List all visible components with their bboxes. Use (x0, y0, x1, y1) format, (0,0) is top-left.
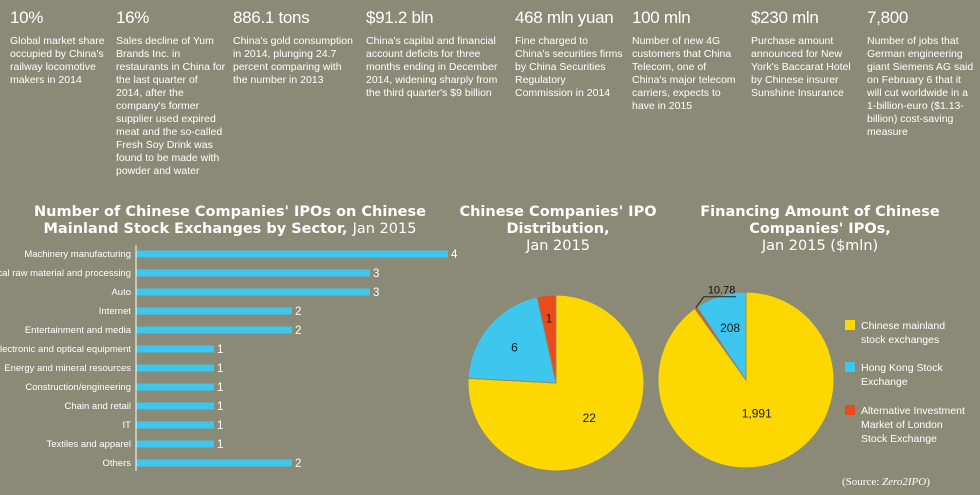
pie1-title-date: Jan 2015 (526, 238, 590, 254)
stat-value: 16% (116, 8, 150, 27)
stat-value: 468 mln yuan (515, 8, 614, 27)
bar (136, 307, 292, 315)
bar (136, 383, 214, 391)
bar-category-label: Internet (99, 306, 132, 317)
stat-description: Sales decline of Yum Brands Inc. in rest… (116, 35, 226, 177)
bar-category-label: IT (123, 420, 132, 431)
stat-block: 886.1 tons China's gold consumption in 2… (233, 8, 355, 87)
pie-slice (467, 296, 557, 384)
bar-category-label: Entertainment and media (25, 325, 132, 336)
pie1-title-main: Chinese Companies' IPO Distribution, (459, 204, 657, 237)
stat-block: $230 mln Purchase amount announced for N… (751, 8, 859, 100)
bar-value-label: 3 (373, 287, 379, 299)
bar (136, 440, 214, 448)
source-prefix: (Source: (842, 476, 883, 488)
stat-description: Global market share occupied by China's … (10, 35, 105, 86)
pie-callout-line (695, 296, 705, 309)
stat-value: 886.1 tons (233, 8, 310, 27)
bar-category-label: Textiles and apparel (47, 439, 132, 450)
bar (136, 326, 292, 334)
legend-swatch (845, 362, 855, 372)
pie2-title-main: Financing Amount of Chinese Companies' I… (700, 204, 940, 237)
legend-swatch (845, 320, 855, 330)
stat-value: 100 mln (632, 8, 691, 27)
stat-block: 468 mln yuan Fine charged to China's sec… (515, 8, 623, 100)
bar (136, 288, 370, 296)
pie2-title: Financing Amount of Chinese Companies' I… (690, 204, 950, 255)
bar-chart-title-date: Jan 2015 (352, 221, 417, 237)
source-name: Zero2IPO (882, 476, 927, 488)
bar-category-label: Electronic and optical equipment (0, 344, 131, 355)
stat-block: 16% Sales decline of Yum Brands Inc. in … (116, 8, 226, 178)
stat-value: $230 mln (751, 8, 819, 27)
bar-value-label: 2 (295, 325, 301, 337)
bar-value-label: 1 (217, 439, 223, 451)
pie2-title-date: Jan 2015 ($mln) (761, 238, 879, 254)
bar (136, 364, 214, 372)
pie-slice (536, 294, 557, 384)
stat-description: China's capital and financial account de… (366, 35, 498, 99)
legend-swatch (845, 405, 855, 415)
bar (136, 402, 214, 410)
legend-label: Hong Kong Stock Exchange (861, 362, 943, 388)
stat-value: 7,800 (867, 8, 909, 27)
bar (136, 269, 370, 277)
source-suffix: ) (926, 476, 930, 488)
stat-description: Number of new 4G customers that China Te… (632, 35, 736, 112)
pie1-title: Chinese Companies' IPO Distribution, Jan… (458, 204, 658, 255)
bar-category-label: Chemical raw material and processing (0, 268, 131, 279)
bar-value-label: 1 (217, 420, 223, 432)
bar-category-label: Others (102, 458, 131, 469)
stat-description: Fine charged to China's securities firms… (515, 35, 623, 99)
bar (136, 345, 214, 353)
bar-value-label: 4 (451, 249, 458, 261)
bar-value-label: 1 (217, 401, 223, 413)
stat-value: $91.2 bln (366, 8, 434, 27)
bar-category-label: Energy and mineral resources (4, 363, 131, 374)
stat-description: Purchase amount announced for New York's… (751, 35, 851, 99)
pie-value-label: 208 (720, 321, 740, 335)
bar-chart-title-main: Number of Chinese Companies' IPOs on Chi… (34, 204, 426, 237)
legend-label: Alternative Investment Market of London St… (861, 405, 965, 445)
pie-value-label: 1 (546, 311, 553, 325)
bar-value-label: 2 (295, 458, 301, 470)
stat-description: Number of jobs that German engineering g… (867, 35, 974, 138)
bar-category-label: Auto (111, 287, 131, 298)
pie-value-label: 6 (511, 341, 518, 355)
source-note: (Source: Zero2IPO) (842, 476, 930, 488)
stat-block: 7,800 Number of jobs that German enginee… (867, 8, 975, 139)
bar (136, 421, 214, 429)
bar-value-label: 1 (217, 363, 223, 375)
stat-block: 10% Global market share occupied by Chin… (10, 8, 110, 87)
pie-value-label: 1,991 (742, 407, 772, 421)
bar (136, 250, 448, 258)
pie-value-label: 10.78 (708, 285, 736, 297)
pie-value-label: 22 (583, 411, 597, 425)
bar-value-label: 2 (295, 306, 301, 318)
bar-value-label: 3 (373, 268, 379, 280)
bar-category-label: Machinery manufacturing (24, 249, 131, 260)
bar-chart-title: Number of Chinese Companies' IPOs on Chi… (10, 204, 450, 238)
bar-value-label: 1 (217, 344, 223, 356)
bar-value-label: 1 (217, 382, 223, 394)
stat-block: 100 mln Number of new 4G customers that … (632, 8, 742, 113)
bar-category-label: Construction/engineering (25, 382, 131, 393)
stat-block: $91.2 bln China's capital and financial … (366, 8, 508, 100)
bar-category-label: Chain and retail (64, 401, 131, 412)
stat-value: 10% (10, 8, 44, 27)
legend-label: Chinese mainland stock exchanges (861, 320, 945, 346)
bar (136, 459, 292, 467)
stat-description: China's gold consumption in 2014, plungi… (233, 35, 353, 86)
